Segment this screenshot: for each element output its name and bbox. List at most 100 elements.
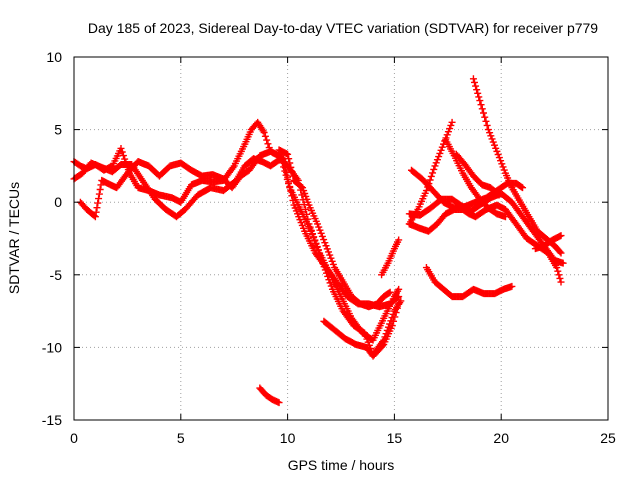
data-point xyxy=(480,109,488,117)
data-point xyxy=(288,168,296,176)
data-point xyxy=(286,159,294,167)
data-point xyxy=(275,399,283,407)
data-point xyxy=(472,82,480,90)
data-point xyxy=(323,245,331,253)
data-point xyxy=(359,328,367,336)
data-point xyxy=(321,239,329,247)
data-point xyxy=(494,190,502,198)
data-point xyxy=(426,176,434,184)
y-tick-labels: -15 -10 -5 0 5 10 xyxy=(42,49,62,428)
data-point xyxy=(320,236,328,244)
data-point xyxy=(94,199,102,207)
data-point xyxy=(424,183,432,191)
y-tick-label: -5 xyxy=(50,267,63,283)
data-point xyxy=(324,248,332,256)
data-point xyxy=(261,132,269,140)
y-tick-label: 10 xyxy=(46,49,62,65)
data-point xyxy=(469,75,477,83)
data-point xyxy=(433,156,441,164)
data-point xyxy=(482,117,490,125)
data-point xyxy=(508,282,516,290)
data-point xyxy=(438,143,446,151)
data-point xyxy=(388,322,396,330)
y-tick-label: 0 xyxy=(54,194,62,210)
data-point xyxy=(329,260,337,268)
data-point xyxy=(446,125,454,133)
series-arc14 xyxy=(452,150,503,199)
data-point xyxy=(285,178,293,186)
data-point xyxy=(284,173,292,181)
data-point xyxy=(493,147,501,155)
data-point xyxy=(473,86,481,94)
data-point xyxy=(395,285,403,293)
data-point xyxy=(490,141,498,149)
data-point xyxy=(427,172,435,180)
data-point xyxy=(395,300,403,308)
data-point xyxy=(430,165,438,173)
data-point xyxy=(289,196,297,204)
data-point xyxy=(500,166,508,174)
data-point xyxy=(498,160,506,168)
y-tick-label: -15 xyxy=(42,412,62,428)
data-point xyxy=(284,150,292,158)
data-point xyxy=(471,78,478,86)
data-point xyxy=(93,204,101,212)
data-point xyxy=(437,146,445,154)
data-point xyxy=(95,195,103,203)
data-point xyxy=(444,128,452,136)
data-point xyxy=(395,293,403,301)
x-tick-label: 0 xyxy=(70,430,78,446)
data-point xyxy=(393,304,401,312)
series-arc16 xyxy=(531,232,565,253)
data-point xyxy=(263,136,271,144)
data-point xyxy=(327,254,335,262)
y-axis-label: SDTVAR / TECUs xyxy=(6,182,22,294)
data-point xyxy=(447,121,455,129)
data-point xyxy=(362,332,370,340)
data-point xyxy=(316,226,324,234)
data-point xyxy=(307,227,315,235)
data-point xyxy=(91,213,99,221)
series-arc7 xyxy=(256,384,283,407)
data-point xyxy=(489,138,497,146)
data-point xyxy=(443,131,451,139)
data-point xyxy=(519,184,527,192)
data-point xyxy=(492,144,500,152)
data-point xyxy=(289,172,297,180)
data-point xyxy=(308,230,316,238)
data-point xyxy=(314,220,322,228)
x-tick-labels: 0 5 10 15 20 25 xyxy=(70,430,616,446)
x-tick-label: 20 xyxy=(493,430,509,446)
series-arc6 xyxy=(378,236,403,279)
data-point xyxy=(287,163,295,171)
series-arc5 xyxy=(320,300,403,360)
data-points xyxy=(70,75,567,407)
chart-title: Day 185 of 2023, Sidereal Day-to-day VTE… xyxy=(88,20,598,36)
data-point xyxy=(117,144,125,152)
data-point xyxy=(90,212,98,220)
ticks xyxy=(73,56,609,421)
data-point xyxy=(487,132,495,140)
series-arc4 xyxy=(275,146,394,311)
x-tick-label: 5 xyxy=(177,430,185,446)
data-point xyxy=(385,289,393,297)
data-point xyxy=(422,187,430,195)
x-tick-label: 25 xyxy=(600,430,616,446)
data-point xyxy=(559,259,567,267)
data-point xyxy=(448,118,456,126)
data-point xyxy=(495,154,503,162)
data-point xyxy=(553,264,561,272)
x-tick-label: 10 xyxy=(280,430,296,446)
data-point xyxy=(312,240,320,248)
data-point xyxy=(478,105,486,113)
data-point xyxy=(309,234,317,242)
data-point xyxy=(264,140,272,148)
data-point xyxy=(477,101,485,109)
data-point xyxy=(379,342,387,350)
data-point xyxy=(517,183,525,191)
data-point xyxy=(285,155,293,163)
x-tick-label: 15 xyxy=(387,430,403,446)
data-point xyxy=(96,185,104,193)
data-point xyxy=(288,192,296,200)
